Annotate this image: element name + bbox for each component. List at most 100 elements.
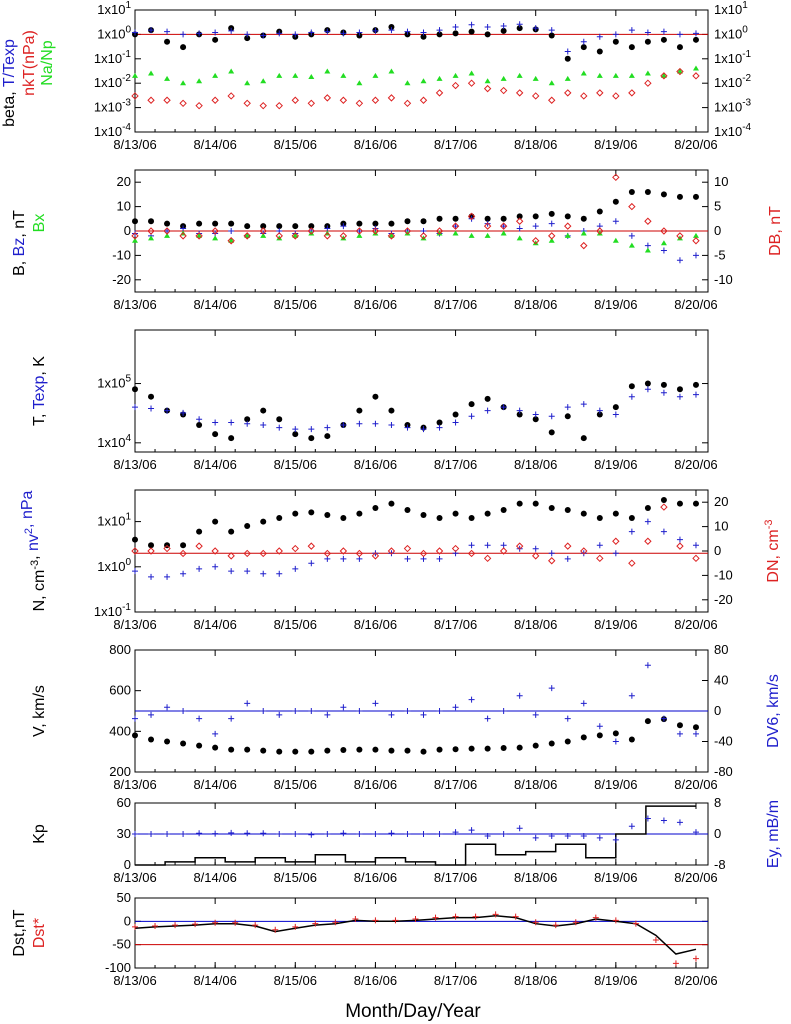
data-point — [660, 36, 667, 43]
data-point — [612, 31, 619, 38]
data-point — [436, 746, 443, 753]
data-point — [516, 235, 523, 241]
data-point — [548, 237, 555, 243]
data-point — [451, 222, 460, 230]
y2-tick-label: 1x10-2 — [714, 73, 752, 90]
data-point — [356, 708, 363, 714]
data-point — [260, 232, 267, 238]
data-point — [388, 830, 395, 837]
data-point — [452, 72, 459, 78]
data-point — [308, 230, 315, 236]
data-point — [676, 500, 683, 507]
ylabel-tertiary: Bx — [31, 214, 48, 233]
data-point — [612, 198, 619, 205]
x-tick-label: 8/19/06 — [594, 457, 637, 472]
data-point — [260, 407, 267, 414]
ylabel-main: N, cm-3, nv2, nPa — [19, 490, 48, 611]
series-line — [135, 805, 696, 866]
data-point — [132, 536, 138, 543]
y-tick-label: 1x100 — [97, 557, 131, 574]
data-point — [180, 831, 187, 837]
data-point — [148, 831, 155, 837]
data-point — [596, 227, 604, 235]
data-point — [531, 237, 540, 245]
data-point — [147, 227, 155, 235]
y-tick-label: 30 — [117, 826, 131, 841]
data-point — [196, 220, 203, 227]
data-point — [644, 380, 651, 387]
data-point — [275, 232, 283, 240]
x-tick-label: 8/14/06 — [193, 617, 236, 632]
data-point — [340, 30, 347, 37]
data-point — [180, 740, 187, 747]
data-point — [148, 393, 155, 400]
data-point — [676, 386, 683, 393]
x-tick-label: 8/14/06 — [193, 457, 236, 472]
data-point — [244, 232, 251, 238]
series-green — [132, 230, 699, 253]
data-point — [324, 711, 331, 718]
x-tick-label: 8/13/06 — [113, 297, 156, 312]
data-point — [372, 72, 379, 78]
ylabel-tertiary: Na/Np — [39, 40, 56, 85]
data-point — [180, 542, 187, 549]
x-tick-label: 8/18/06 — [514, 137, 557, 152]
data-point — [644, 504, 651, 511]
data-point — [332, 919, 339, 926]
data-point — [452, 411, 459, 418]
y-tick-label: -20 — [112, 272, 131, 287]
data-point — [356, 29, 363, 36]
data-point — [212, 72, 219, 78]
data-point — [548, 32, 555, 39]
data-point — [308, 831, 315, 838]
data-point — [516, 692, 523, 699]
data-point — [548, 685, 555, 692]
data-point — [276, 515, 283, 522]
data-point — [276, 30, 283, 37]
data-point — [403, 227, 412, 235]
data-point — [452, 746, 459, 753]
data-point — [356, 420, 363, 427]
data-point — [388, 421, 395, 428]
data-point — [212, 830, 219, 837]
data-point — [516, 225, 523, 232]
data-point — [612, 537, 620, 545]
y-tick-label: 0 — [124, 913, 131, 928]
data-point — [252, 922, 259, 929]
data-point — [420, 218, 427, 225]
data-point — [596, 732, 603, 739]
data-point — [676, 68, 683, 74]
y2-tick-label: 0 — [714, 703, 721, 718]
data-point — [164, 232, 171, 238]
ylabel-main: V, km/s — [31, 685, 48, 737]
x-tick-label: 8/14/06 — [193, 297, 236, 312]
data-point — [164, 831, 171, 837]
data-point — [163, 96, 171, 104]
data-point — [628, 393, 635, 400]
data-point — [372, 746, 379, 753]
data-point — [484, 31, 491, 38]
series-blue — [132, 518, 699, 580]
x-tick-label: 8/14/06 — [193, 777, 236, 792]
data-point — [596, 72, 603, 78]
data-point — [532, 500, 539, 507]
x-tick-label: 8/13/06 — [113, 777, 156, 792]
data-point — [612, 218, 619, 225]
x-tick-label: 8/16/06 — [354, 297, 397, 312]
data-point — [548, 210, 555, 217]
data-point — [516, 500, 523, 507]
data-point — [660, 191, 667, 198]
data-point — [580, 38, 587, 45]
data-point — [452, 510, 459, 517]
data-point — [692, 237, 700, 245]
data-point — [532, 411, 539, 418]
data-point — [596, 411, 603, 418]
data-point — [484, 745, 491, 752]
data-point — [291, 544, 299, 553]
data-point — [436, 419, 443, 426]
data-point — [484, 24, 491, 31]
data-point — [356, 831, 363, 837]
data-point — [612, 92, 620, 100]
data-point — [548, 220, 555, 227]
